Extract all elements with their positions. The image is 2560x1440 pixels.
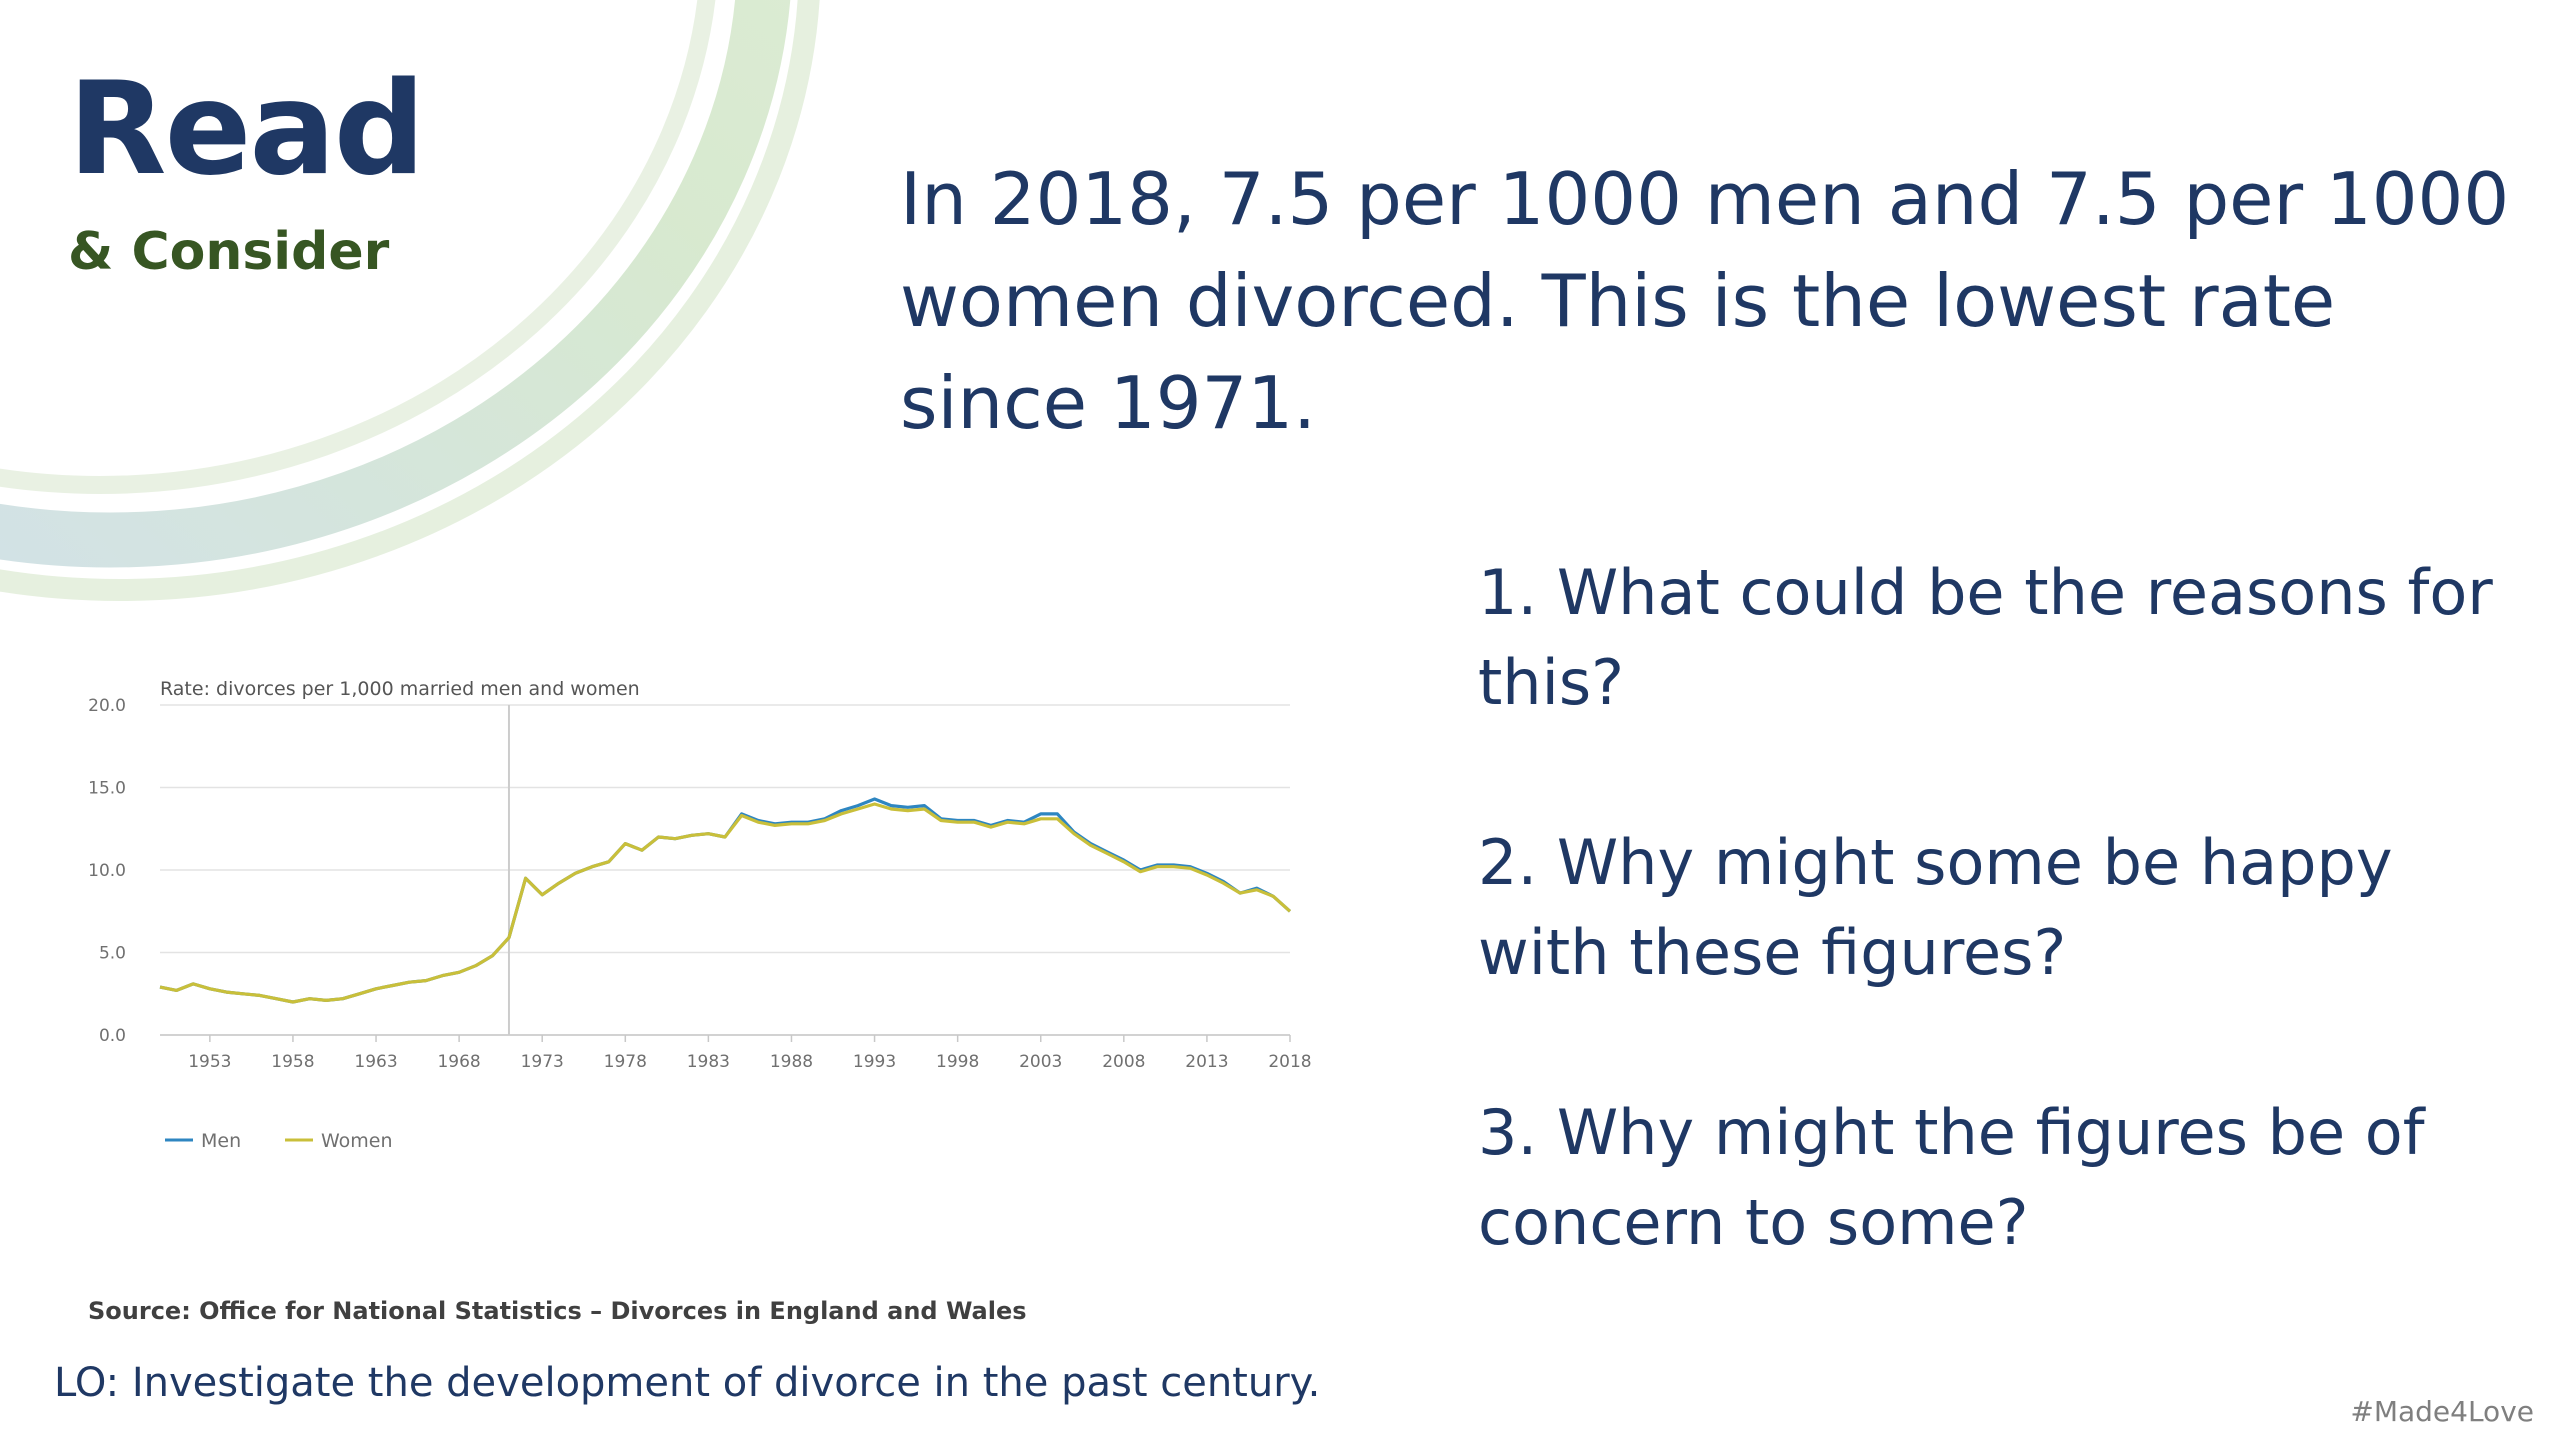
x-tick-label-10: 2003 <box>1019 1052 1062 1072</box>
x-tick-label-2: 1963 <box>354 1052 397 1072</box>
x-tick-label-5: 1978 <box>604 1052 647 1072</box>
x-tick-label-6: 1983 <box>687 1052 730 1072</box>
x-tick-label-13: 2018 <box>1268 1052 1311 1072</box>
chart-svg: 0.0 5.0 10.0 15.0 20.0 Rate: divorces per 1,0… <box>88 678 1311 1152</box>
source-note: Source: Office for National Statistics –… <box>88 1297 1027 1325</box>
legend-label-men: Men <box>201 1130 241 1152</box>
hashtag: #Made4Love <box>2350 1395 2534 1428</box>
question-1: 1. What could be the reasons for this? <box>1478 556 2493 719</box>
question-3: 3. Why might the figures be of concern t… <box>1478 1096 2425 1259</box>
learning-objective: LO: Investigate the development of divor… <box>54 1360 1321 1406</box>
x-tick-label-9: 1998 <box>936 1052 979 1072</box>
series-line-women <box>159 802 1292 1004</box>
legend-label-women: Women <box>321 1130 393 1152</box>
question-2: 2. Why might some be happy with these fi… <box>1478 826 2393 989</box>
x-tick-label-1: 1958 <box>271 1052 314 1072</box>
question-list: 1. What could be the reasons for this? 2… <box>1478 548 2528 1358</box>
slide-title: Read <box>68 55 425 204</box>
divorce-rate-chart: 0.0 5.0 10.0 15.0 20.0 Rate: divorces per 1,0… <box>70 660 1320 1180</box>
x-tick-label-8: 1993 <box>853 1052 896 1072</box>
decorative-arcs <box>0 0 820 601</box>
slide-subtitle: & Consider <box>68 222 390 282</box>
x-tick-label-4: 1973 <box>521 1052 564 1072</box>
x-tick-label-7: 1988 <box>770 1052 813 1072</box>
series-line-men <box>159 797 1292 1004</box>
headline-text: In 2018, 7.5 per 1000 men and 7.5 per 10… <box>900 157 2510 445</box>
x-tick-label-0: 1953 <box>188 1052 231 1072</box>
x-tick-label-3: 1968 <box>437 1052 480 1072</box>
y-tick-label-0: 0.0 <box>99 1026 126 1046</box>
x-tick-label-11: 2008 <box>1102 1052 1145 1072</box>
y-tick-label-2: 10.0 <box>88 861 126 881</box>
y-tick-label-4: 20.0 <box>88 696 126 716</box>
chart-title: Rate: divorces per 1,000 married men and… <box>160 678 640 700</box>
y-tick-label-1: 5.0 <box>99 944 126 964</box>
x-tick-label-12: 2013 <box>1185 1052 1228 1072</box>
y-tick-label-3: 15.0 <box>88 779 126 799</box>
